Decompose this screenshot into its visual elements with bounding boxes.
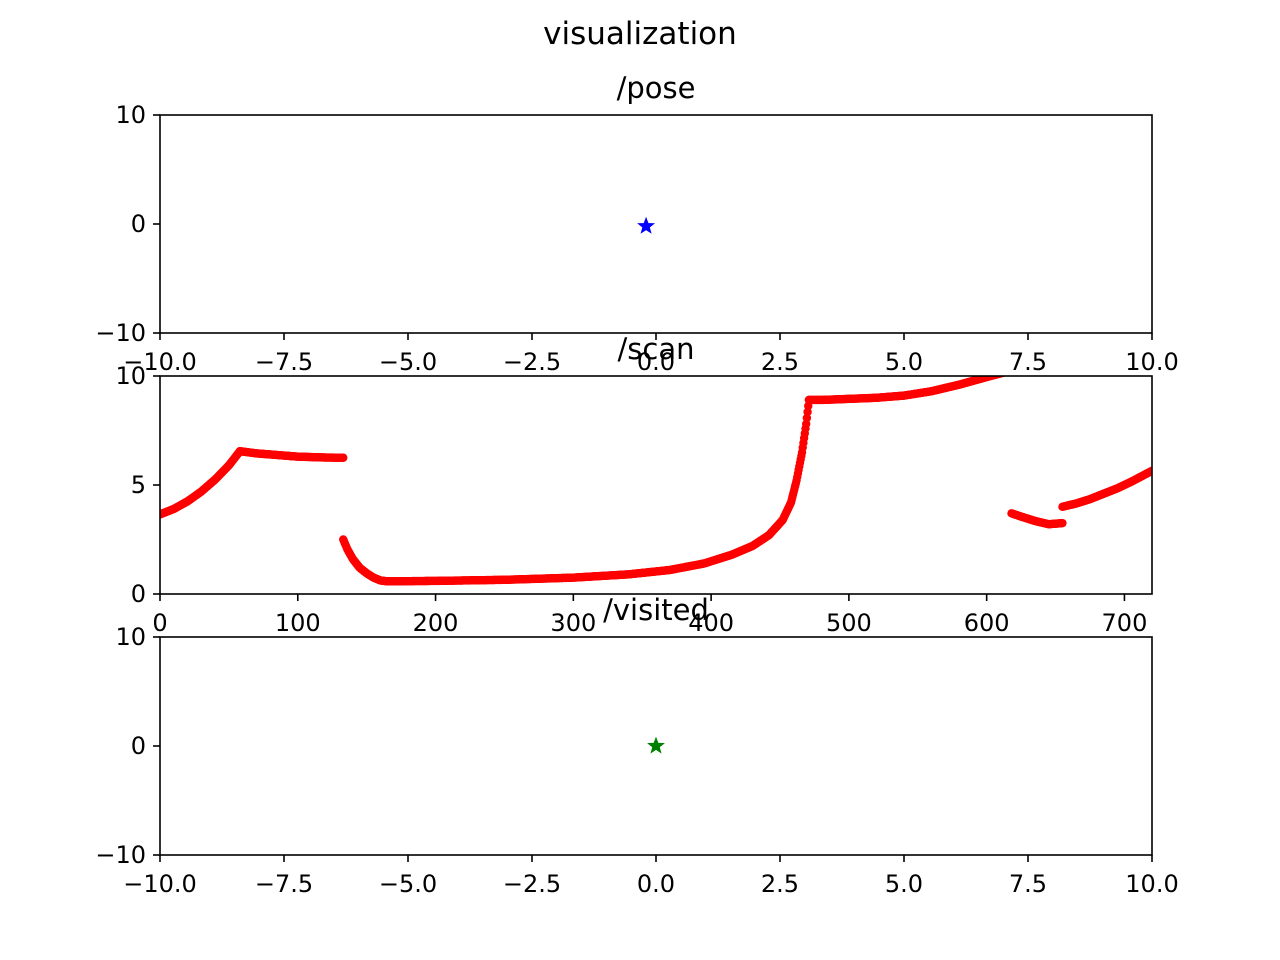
scan-x-tick-label: 700 — [1102, 609, 1148, 637]
visited-title: /visited — [603, 593, 709, 627]
visited-plot-area — [647, 736, 665, 754]
pose-y-tick-label: 0 — [131, 210, 146, 238]
scan-x-tick-label: 500 — [826, 609, 872, 637]
pose-x-tick-label: 5.0 — [885, 348, 923, 376]
pose-y-tick-label: −10 — [95, 319, 146, 347]
visited-y-tick-label: −10 — [95, 841, 146, 869]
pose-title: /pose — [617, 71, 696, 105]
scan-x-tick-label: 200 — [413, 609, 459, 637]
figure-title: visualization — [543, 16, 737, 52]
pose-x-tick-label: −7.5 — [255, 348, 313, 376]
pose-y-ticks: −10 0 10 — [95, 101, 160, 347]
visited-y-tick-label: 0 — [131, 732, 146, 760]
pose-x-tick-label: 0.0 — [637, 348, 675, 376]
visited-x-tick-label: 7.5 — [1009, 870, 1047, 898]
scan-plot-area — [160, 376, 1152, 586]
scan-y-tick-label: 0 — [131, 580, 146, 608]
pose-x-tick-label: 10.0 — [1125, 348, 1178, 376]
pose-axes-frame — [159, 114, 1153, 334]
pose-x-tick-label: 7.5 — [1009, 348, 1047, 376]
scan-x-tick-label: 400 — [688, 609, 734, 637]
visited-x-tick-label: 0.0 — [637, 870, 675, 898]
visited-y-ticks: −10 0 10 — [95, 623, 160, 869]
visited-x-ticks: −10.0 −7.5 −5.0 −2.5 0.0 2.5 5.0 7.5 10.0 — [123, 855, 1179, 898]
pose-x-tick-label: −2.5 — [503, 348, 561, 376]
pose-subplot: /pose −10.0 −7.5 −5.0 −2.5 0.0 2.5 5.0 7.5 10.0 … — [95, 71, 1178, 376]
scan-x-tick-label: 100 — [275, 609, 321, 637]
visited-x-tick-label: −5.0 — [379, 870, 437, 898]
pose-y-tick-label: 10 — [115, 101, 146, 129]
pose-plot-area — [637, 216, 656, 234]
visited-x-tick-label: −7.5 — [255, 870, 313, 898]
scan-x-ticks: 0 100 200 300 400 500 600 700 — [152, 594, 1147, 637]
scan-x-tick-label: 600 — [964, 609, 1010, 637]
scan-point — [339, 453, 348, 462]
pose-x-tick-label: 2.5 — [761, 348, 799, 376]
visited-subplot: /visited −10.0 −7.5 −5.0 −2.5 0.0 2.5 5.0 7.5 10… — [95, 593, 1178, 898]
pose-point — [637, 216, 656, 234]
scan-x-tick-label: 0 — [152, 609, 167, 637]
scan-y-tick-label: 5 — [131, 471, 146, 499]
visited-x-tick-label: 2.5 — [761, 870, 799, 898]
scan-title: /scan — [618, 332, 695, 366]
pose-x-tick-label: −10.0 — [123, 348, 197, 376]
scan-y-tick-label: 10 — [115, 362, 146, 390]
scan-point — [1058, 518, 1067, 528]
visited-x-tick-label: −2.5 — [503, 870, 561, 898]
scan-axes-frame — [159, 375, 1153, 595]
pose-x-tick-label: −5.0 — [379, 348, 437, 376]
visited-y-tick-label: 10 — [115, 623, 146, 651]
visited-x-tick-label: −10.0 — [123, 870, 197, 898]
pose-x-ticks: −10.0 −7.5 −5.0 −2.5 0.0 2.5 5.0 7.5 10.0 — [123, 333, 1179, 376]
visited-x-tick-label: 10.0 — [1125, 870, 1178, 898]
scan-point — [1147, 466, 1152, 476]
scan-x-tick-label: 300 — [550, 609, 596, 637]
scan-subplot: /scan 0 100 200 300 400 500 600 700 0 5 10 — [115, 332, 1153, 637]
scan-y-ticks: 0 5 10 — [115, 362, 160, 608]
visited-point — [647, 736, 665, 754]
visited-x-tick-label: 5.0 — [885, 870, 923, 898]
